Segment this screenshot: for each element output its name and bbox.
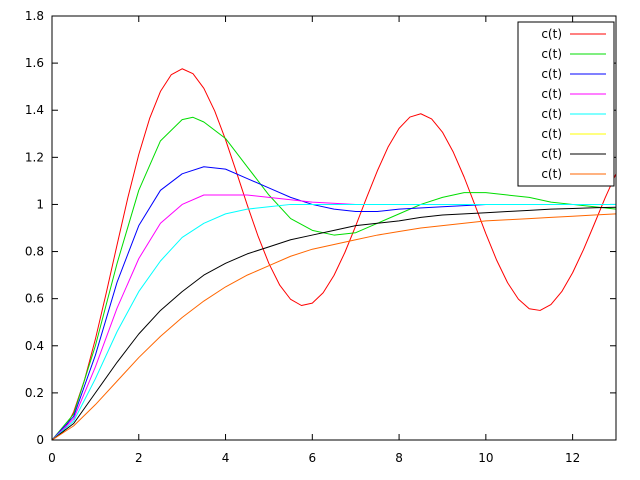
y-tick-label: 0.4	[25, 339, 44, 353]
x-tick-label: 6	[308, 451, 316, 465]
y-tick-label: 1.2	[25, 150, 44, 164]
x-tick-label: 2	[135, 451, 143, 465]
legend-label-5: c(t)	[541, 107, 562, 121]
legend-box	[517, 21, 615, 187]
series-line-5	[51, 203, 616, 441]
legend-label-8: c(t)	[541, 167, 562, 181]
plot-frame	[51, 15, 617, 441]
y-tick-label: 1	[36, 197, 44, 211]
x-tick-label: 0	[48, 451, 56, 465]
series-line-1	[51, 68, 617, 441]
y-tick-label: 0.2	[25, 386, 44, 400]
series-line-8	[51, 213, 617, 441]
y-tick-label: 0.8	[25, 245, 44, 259]
series-line-3	[51, 166, 616, 441]
legend-label-7: c(t)	[541, 147, 562, 161]
x-tick-label: 4	[222, 451, 230, 465]
legend-label-1: c(t)	[541, 27, 562, 41]
legend-label-4: c(t)	[541, 87, 562, 101]
legend-label-2: c(t)	[541, 47, 562, 61]
series-lines	[51, 68, 617, 441]
y-tick-label: 1.6	[25, 56, 44, 70]
x-tick-label: 10	[478, 451, 493, 465]
x-tick-label: 12	[565, 451, 580, 465]
axis-tick-labels: 0 2 4 6 8 10 12 0 0.2 0.4 0.6 0.8 1 1.2 1.4 1.6 1.8	[25, 9, 580, 465]
y-tick-label: 0	[36, 433, 44, 447]
legend: c(t) c(t) c(t) c(t) c(t) c(t) c(t) c(t)	[517, 21, 615, 187]
x-tick-label: 8	[395, 451, 403, 465]
legend-label-6: c(t)	[541, 127, 562, 141]
legend-label-3: c(t)	[541, 67, 562, 81]
series-line-7	[51, 206, 617, 441]
y-tick-label: 1.4	[25, 103, 44, 117]
y-tick-label: 0.6	[25, 292, 44, 306]
y-tick-label: 1.8	[25, 9, 44, 23]
